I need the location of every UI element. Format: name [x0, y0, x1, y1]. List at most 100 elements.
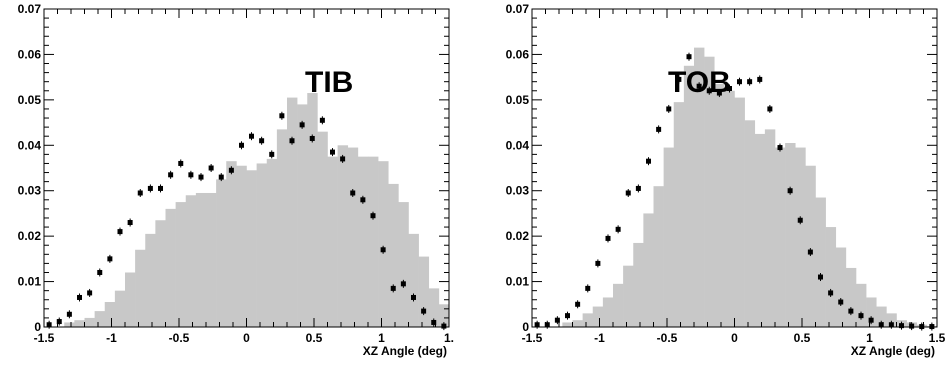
data-point: [615, 226, 621, 232]
y-tick-label: 0.01: [18, 275, 42, 289]
histogram-bar: [125, 272, 136, 327]
data-point: [147, 185, 153, 191]
data-point: [797, 217, 803, 223]
x-tick-label: -0.5: [657, 331, 678, 345]
data-point: [534, 322, 540, 328]
data-point: [208, 165, 214, 171]
data-point: [441, 323, 447, 329]
data-point: [575, 301, 581, 307]
data-point: [828, 290, 834, 296]
histogram-bar: [408, 233, 419, 327]
data-point: [46, 322, 52, 328]
x-tick-label: 0: [243, 331, 250, 345]
data-point: [838, 299, 844, 305]
histogram-bar: [704, 56, 715, 327]
data-point: [646, 158, 652, 164]
histogram-bar: [398, 202, 409, 327]
histogram-bar: [754, 133, 766, 327]
x-tick-label: 0.5: [794, 331, 811, 345]
data-point: [696, 83, 702, 89]
x-tick-label: 1: [866, 331, 873, 345]
panel-label: TOB: [668, 66, 731, 99]
data-point: [97, 269, 103, 275]
data-point: [727, 86, 733, 91]
histogram-bar: [114, 290, 126, 327]
histogram-bar: [195, 192, 207, 327]
histogram-bar: [266, 158, 278, 327]
histogram-bar: [307, 93, 318, 328]
histogram-bar: [135, 249, 146, 327]
histogram-bar: [562, 322, 573, 327]
y-tick-label: 0.04: [506, 138, 530, 152]
histogram-bar: [582, 313, 594, 327]
histogram-bar: [694, 47, 705, 327]
histogram-bar: [84, 317, 95, 327]
data-point: [188, 172, 194, 178]
x-tick-label: 1: [378, 331, 385, 345]
data-point: [625, 190, 631, 196]
data-point: [431, 319, 437, 325]
data-point: [777, 145, 783, 151]
data-point: [686, 54, 692, 60]
histogram-bar: [613, 283, 624, 327]
data-point: [168, 172, 174, 178]
histogram-bar: [317, 131, 328, 327]
data-point: [299, 122, 305, 128]
x-tick-label: 0.5: [306, 331, 323, 345]
data-point: [269, 151, 275, 157]
histogram-bar: [165, 208, 176, 327]
histogram-bar: [216, 179, 227, 327]
data-point: [635, 185, 641, 191]
panel-tib: -1.5 -1 -0.5 0 0.5 1 1. 0 0.01 0.02 0.03 0.04 0.05 0.…: [18, 2, 454, 358]
y-tick-label: 0.06: [506, 47, 530, 61]
histogram-bar: [856, 283, 867, 327]
data-point: [554, 317, 560, 323]
panel-label: TIB: [305, 66, 353, 99]
histogram-bar: [825, 227, 837, 327]
histogram-bar: [775, 147, 786, 327]
data-point: [676, 76, 682, 82]
data-point: [340, 156, 346, 162]
data-point: [390, 285, 396, 291]
data-point: [807, 249, 813, 255]
data-point: [259, 138, 265, 144]
data-point: [218, 174, 224, 180]
data-point: [127, 220, 133, 226]
y-tick-label: 0.07: [506, 2, 530, 16]
histogram-bar: [714, 83, 725, 327]
histogram-bar: [673, 102, 685, 327]
histogram-bar: [155, 220, 166, 327]
data-point: [848, 308, 854, 314]
data-point: [289, 138, 295, 144]
data-point: [421, 308, 427, 314]
histogram-bar: [276, 129, 288, 327]
histogram-bar: [633, 242, 644, 327]
data-point: [117, 229, 123, 235]
histogram-bar: [104, 302, 116, 327]
data-point: [736, 79, 742, 85]
x-tick-label: -1: [106, 331, 117, 345]
histogram-bar: [74, 320, 85, 327]
histogram-bar: [236, 165, 247, 327]
y-tick-label: 0.06: [18, 47, 42, 61]
x-axis-title: XZ Angle (deg): [363, 344, 447, 358]
y-tick-label: 0.07: [18, 2, 42, 16]
data-point: [605, 235, 611, 241]
y-tick-label: 0.05: [506, 93, 530, 107]
data-point: [410, 294, 416, 300]
histogram-bar: [795, 147, 806, 327]
data-point: [757, 76, 763, 82]
y-tick-label: 0: [34, 320, 41, 334]
y-tick-label: 0.04: [18, 138, 42, 152]
histogram-bar: [256, 163, 268, 327]
x-tick-label: -1.5: [34, 331, 55, 345]
histogram-bar: [175, 202, 187, 327]
panel-tob: -1.5 -1 -0.5 0 0.5 1 1.5 0 0.01 0.02 0.03 0.04 0.05 0…: [506, 2, 946, 358]
data-point: [77, 294, 83, 300]
data-point: [279, 113, 285, 119]
data-point: [360, 197, 366, 203]
histogram-bar: [572, 320, 583, 327]
data-point: [239, 142, 245, 148]
data-point: [309, 135, 315, 141]
